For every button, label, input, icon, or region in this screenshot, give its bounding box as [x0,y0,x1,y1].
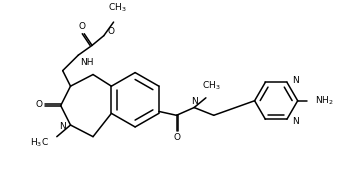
Text: NH$_2$: NH$_2$ [315,95,334,107]
Text: O: O [36,100,43,109]
Text: NH: NH [81,58,94,67]
Text: N: N [292,76,299,85]
Text: H$_3$C: H$_3$C [30,136,49,149]
Text: CH$_3$: CH$_3$ [108,2,127,14]
Text: O: O [174,133,181,142]
Text: N: N [191,97,197,106]
Text: N: N [292,117,299,126]
Text: O: O [79,22,86,31]
Text: O: O [108,27,115,36]
Text: CH$_3$: CH$_3$ [203,80,221,92]
Text: N: N [59,123,66,131]
